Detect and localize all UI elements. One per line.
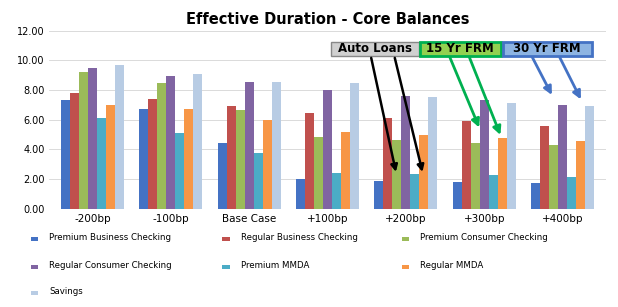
Bar: [585, 107, 594, 209]
Text: Premium MMDA: Premium MMDA: [241, 261, 310, 270]
Bar: [549, 145, 558, 209]
Bar: [184, 109, 193, 209]
Bar: [235, 110, 245, 209]
Bar: [115, 65, 124, 209]
Text: Auto Loans: Auto Loans: [338, 42, 412, 55]
Bar: [166, 76, 176, 209]
Bar: [272, 82, 281, 209]
Bar: [392, 140, 401, 209]
Bar: [489, 175, 497, 209]
Bar: [410, 174, 420, 209]
Text: Regular Consumer Checking: Regular Consumer Checking: [49, 261, 172, 270]
Bar: [61, 100, 70, 209]
Bar: [106, 105, 115, 209]
Text: 15 Yr FRM: 15 Yr FRM: [426, 42, 494, 55]
Bar: [471, 143, 480, 209]
Bar: [176, 133, 184, 209]
Bar: [341, 132, 350, 209]
Bar: [497, 138, 507, 209]
Bar: [139, 109, 148, 209]
Bar: [531, 183, 540, 209]
Bar: [227, 106, 235, 209]
Bar: [453, 182, 462, 209]
Bar: [480, 100, 489, 209]
Bar: [296, 179, 305, 209]
Bar: [70, 93, 79, 209]
Bar: [401, 96, 410, 209]
Bar: [97, 118, 106, 209]
Text: 30 Yr FRM: 30 Yr FRM: [514, 42, 581, 55]
Title: Effective Duration - Core Balances: Effective Duration - Core Balances: [186, 12, 469, 27]
Bar: [558, 105, 567, 209]
Text: Regular MMDA: Regular MMDA: [420, 261, 483, 270]
Bar: [507, 103, 516, 209]
Bar: [350, 83, 359, 209]
FancyBboxPatch shape: [331, 41, 419, 56]
Bar: [576, 141, 585, 209]
Bar: [158, 84, 166, 209]
Text: Savings: Savings: [49, 287, 83, 296]
Bar: [88, 68, 97, 209]
Bar: [79, 72, 88, 209]
Bar: [148, 99, 158, 209]
Bar: [567, 177, 576, 209]
Bar: [420, 135, 428, 209]
Bar: [383, 118, 392, 209]
Bar: [375, 181, 383, 209]
Bar: [462, 121, 471, 209]
Bar: [305, 113, 314, 209]
FancyBboxPatch shape: [420, 41, 501, 56]
Bar: [218, 143, 227, 209]
Bar: [314, 137, 323, 209]
Bar: [323, 90, 332, 209]
FancyBboxPatch shape: [503, 41, 591, 56]
Bar: [245, 82, 254, 209]
Text: Premium Business Checking: Premium Business Checking: [49, 233, 171, 243]
Bar: [254, 153, 263, 209]
Text: Premium Consumer Checking: Premium Consumer Checking: [420, 233, 548, 243]
Text: Regular Business Checking: Regular Business Checking: [241, 233, 358, 243]
Bar: [263, 120, 272, 209]
Bar: [428, 98, 438, 209]
Bar: [193, 75, 203, 209]
Bar: [540, 126, 549, 209]
Bar: [332, 173, 341, 209]
